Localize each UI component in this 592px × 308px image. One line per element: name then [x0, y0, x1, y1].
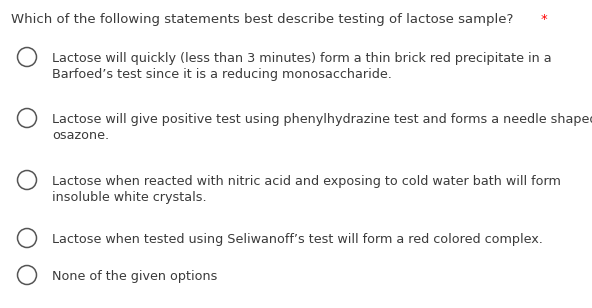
Text: Lactose when tested using Seliwanoff’s test will form a red colored complex.: Lactose when tested using Seliwanoff’s t…	[52, 233, 543, 246]
Text: Barfoed’s test since it is a reducing monosaccharide.: Barfoed’s test since it is a reducing mo…	[52, 68, 392, 81]
Text: Lactose when reacted with nitric acid and exposing to cold water bath will form: Lactose when reacted with nitric acid an…	[52, 175, 561, 188]
Text: insoluble white crystals.: insoluble white crystals.	[52, 191, 207, 204]
Text: Which of the following statements best describe testing of lactose sample?: Which of the following statements best d…	[11, 13, 513, 26]
Text: osazone.: osazone.	[52, 129, 109, 142]
Text: *: *	[541, 13, 548, 26]
Text: Lactose will quickly (less than 3 minutes) form a thin brick red precipitate in : Lactose will quickly (less than 3 minute…	[52, 52, 552, 65]
Text: None of the given options: None of the given options	[52, 270, 217, 283]
Text: Lactose will give positive test using phenylhydrazine test and forms a needle sh: Lactose will give positive test using ph…	[52, 113, 592, 126]
